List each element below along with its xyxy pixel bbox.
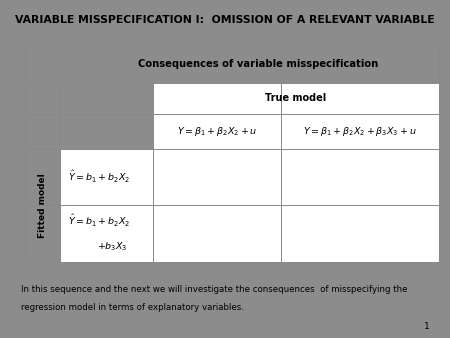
Text: $\hat{Y} = b_1 + b_2 X_2$: $\hat{Y} = b_1 + b_2 X_2$	[68, 213, 130, 228]
Bar	[281, 114, 439, 149]
Text: 1: 1	[423, 322, 429, 331]
Bar	[153, 83, 281, 114]
Text: Consequences of variable misspecification: Consequences of variable misspecificatio…	[138, 58, 378, 69]
Bar	[153, 205, 281, 262]
Bar	[153, 114, 281, 149]
Text: $Y = \beta_1 + \beta_2 X_2 + \beta_3 X_3 + u$: $Y = \beta_1 + \beta_2 X_2 + \beta_3 X_3…	[303, 125, 417, 138]
Text: Fitted model: Fitted model	[38, 173, 47, 238]
Text: $\hat{Y} = b_1 + b_2 X_2$: $\hat{Y} = b_1 + b_2 X_2$	[68, 169, 130, 185]
Bar	[281, 83, 439, 114]
Bar	[60, 205, 153, 262]
Bar	[153, 149, 281, 205]
Text: True model: True model	[266, 93, 327, 103]
Bar	[281, 205, 439, 262]
Text: regression model in terms of explanatory variables.: regression model in terms of explanatory…	[21, 304, 243, 312]
Text: $+ b_3 X_3$: $+ b_3 X_3$	[97, 240, 128, 253]
Bar	[281, 149, 439, 205]
Text: $Y = \beta_1 + \beta_2 X_2 + u$: $Y = \beta_1 + \beta_2 X_2 + u$	[177, 125, 257, 138]
Bar	[60, 149, 153, 205]
Text: In this sequence and the next we will investigate the consequences  of misspecif: In this sequence and the next we will in…	[21, 285, 407, 294]
Text: VARIABLE MISSPECIFICATION I:  OMISSION OF A RELEVANT VARIABLE: VARIABLE MISSPECIFICATION I: OMISSION OF…	[15, 15, 435, 25]
